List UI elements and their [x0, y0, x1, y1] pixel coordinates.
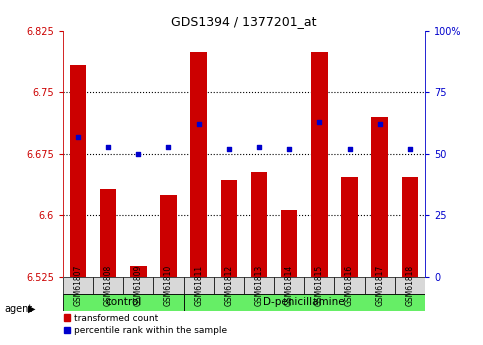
Text: GSM61810: GSM61810	[164, 265, 173, 306]
Bar	[304, 277, 334, 294]
Point	[255, 144, 263, 149]
Bar	[281, 209, 298, 277]
Bar	[130, 266, 146, 277]
Point	[165, 144, 172, 149]
Text: GSM61811: GSM61811	[194, 265, 203, 306]
Text: GSM61807: GSM61807	[73, 265, 83, 306]
Bar	[244, 277, 274, 294]
Bar	[184, 277, 213, 294]
Legend: transformed count, percentile rank within the sample: transformed count, percentile rank withi…	[64, 314, 227, 335]
Point	[285, 146, 293, 152]
Bar	[70, 66, 86, 277]
Text: GSM61813: GSM61813	[255, 265, 264, 306]
Text: GSM61808: GSM61808	[103, 265, 113, 306]
Point	[315, 119, 323, 125]
Bar	[160, 195, 177, 277]
Point	[406, 146, 414, 152]
Bar	[100, 189, 116, 277]
Point	[376, 122, 384, 127]
Bar	[154, 277, 184, 294]
Bar	[395, 277, 425, 294]
Bar	[184, 294, 425, 311]
Bar	[123, 277, 154, 294]
Bar	[93, 277, 123, 294]
Point	[225, 146, 233, 152]
Bar	[334, 277, 365, 294]
Text: GSM61818: GSM61818	[405, 265, 414, 306]
Point	[346, 146, 354, 152]
Point	[134, 151, 142, 157]
Text: GSM61816: GSM61816	[345, 265, 354, 306]
Text: ▶: ▶	[28, 304, 36, 314]
Point	[104, 144, 112, 149]
Bar	[274, 277, 304, 294]
Text: GSM61812: GSM61812	[224, 265, 233, 306]
Text: GSM61815: GSM61815	[315, 265, 324, 306]
Bar	[311, 51, 327, 277]
Point	[195, 122, 202, 127]
Bar	[341, 177, 358, 277]
Bar	[371, 117, 388, 277]
Text: GSM61809: GSM61809	[134, 265, 143, 306]
Bar	[213, 277, 244, 294]
Bar	[221, 180, 237, 277]
Text: GSM61814: GSM61814	[284, 265, 294, 306]
Bar	[365, 277, 395, 294]
Title: GDS1394 / 1377201_at: GDS1394 / 1377201_at	[171, 16, 317, 29]
Text: control: control	[105, 297, 142, 307]
Text: GSM61817: GSM61817	[375, 265, 384, 306]
Bar	[251, 172, 267, 277]
Bar	[190, 51, 207, 277]
Point	[74, 134, 82, 139]
Text: D-penicillamine: D-penicillamine	[264, 297, 345, 307]
Bar	[63, 294, 184, 311]
Bar	[63, 277, 93, 294]
Bar	[402, 177, 418, 277]
Text: agent: agent	[5, 304, 33, 314]
